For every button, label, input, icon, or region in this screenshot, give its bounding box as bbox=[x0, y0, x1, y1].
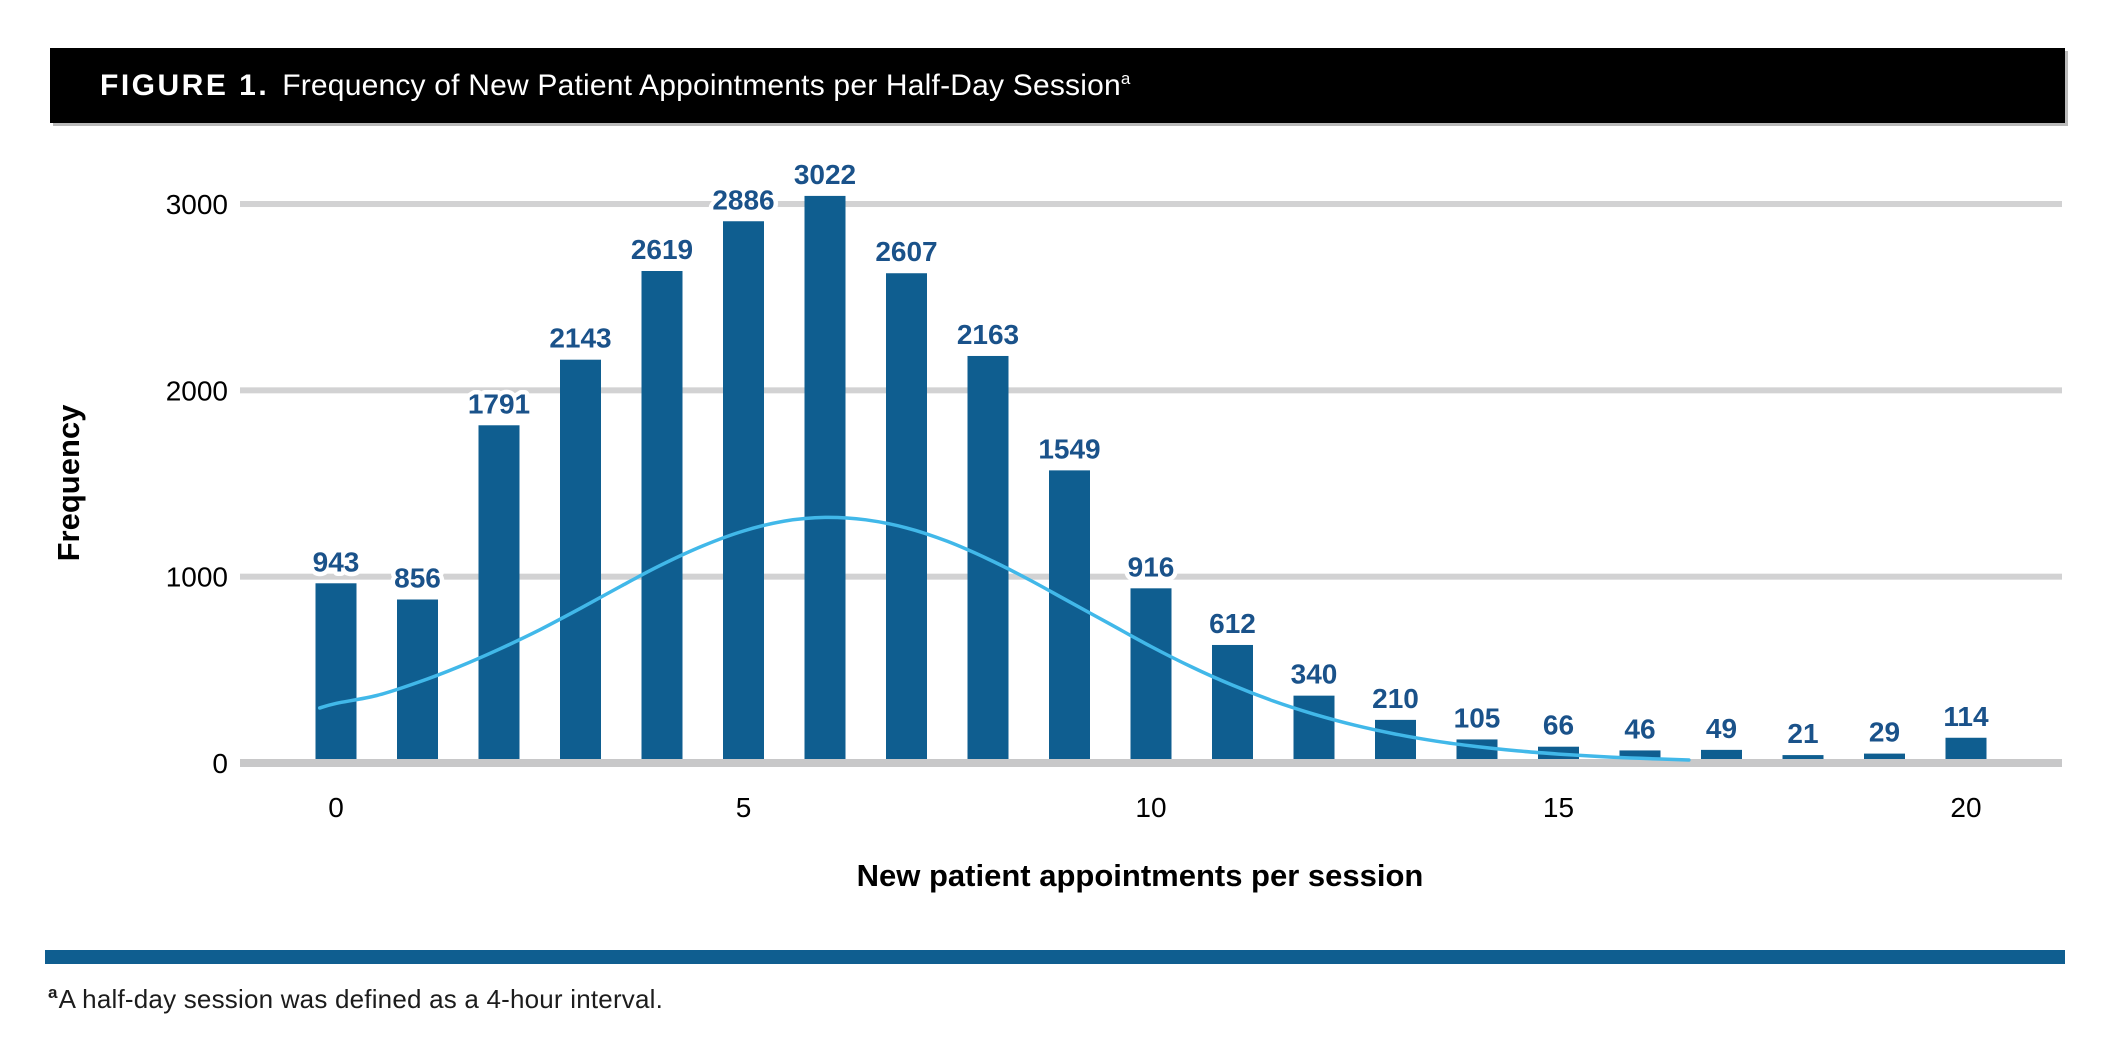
gridline bbox=[240, 201, 2062, 208]
figure-title-text: Frequency of New Patient Appointments pe… bbox=[282, 68, 1121, 102]
bar bbox=[1945, 737, 1987, 759]
bar bbox=[1375, 719, 1416, 759]
bar-value-label: 105 bbox=[1454, 702, 1501, 733]
y-tick-label: 0 bbox=[212, 748, 228, 779]
footnote: aA half-day session was defined as a 4-h… bbox=[48, 984, 663, 1015]
bar-value-label: 2886 bbox=[712, 184, 774, 215]
bar bbox=[641, 271, 683, 759]
x-tick-label: 0 bbox=[328, 792, 344, 823]
bar bbox=[315, 583, 357, 759]
footnote-marker: a bbox=[48, 983, 58, 1003]
bar-value-label: 49 bbox=[1706, 713, 1737, 744]
bar bbox=[1864, 753, 1905, 759]
bar bbox=[1049, 470, 1090, 759]
bar-value-label: 114 bbox=[1943, 701, 1989, 732]
x-axis-baseline bbox=[240, 759, 2062, 767]
bar-value-label: 66 bbox=[1543, 710, 1574, 741]
x-tick-label: 5 bbox=[736, 792, 752, 823]
bar bbox=[1782, 755, 1824, 759]
footnote-text: A half-day session was defined as a 4-ho… bbox=[58, 984, 664, 1014]
bar-value-label: 2163 bbox=[957, 319, 1019, 350]
footer-rule bbox=[45, 950, 2065, 964]
bar bbox=[1701, 749, 1742, 759]
bar-value-label: 21 bbox=[1787, 718, 1818, 749]
bar-value-label: 856 bbox=[394, 563, 441, 594]
gridline bbox=[240, 387, 2062, 394]
bar-value-label: 3022 bbox=[794, 159, 856, 190]
normal-curve bbox=[317, 515, 1691, 762]
x-axis-title: New patient appointments per session bbox=[856, 858, 1424, 893]
bar bbox=[397, 599, 438, 759]
gridline bbox=[240, 573, 2062, 580]
x-tick-label: 15 bbox=[1543, 792, 1574, 823]
bar-value-label: 943 bbox=[313, 546, 360, 577]
bar bbox=[478, 425, 520, 759]
x-tick-label: 20 bbox=[1950, 792, 1981, 823]
bar bbox=[804, 195, 846, 759]
y-tick-label: 3000 bbox=[166, 189, 228, 220]
bar bbox=[723, 221, 764, 760]
figure-number-label: FIGURE 1. bbox=[100, 68, 270, 102]
bar bbox=[1130, 588, 1172, 759]
bar bbox=[1212, 644, 1253, 759]
bar-value-label: 916 bbox=[1128, 551, 1175, 582]
bar bbox=[1293, 695, 1335, 759]
figure-title: Frequency of New Patient Appointments pe… bbox=[282, 69, 1130, 103]
y-tick-label: 2000 bbox=[166, 375, 228, 406]
bar bbox=[560, 359, 601, 759]
bar-value-label: 1791 bbox=[468, 388, 530, 419]
bar-value-label: 29 bbox=[1869, 717, 1900, 748]
bar-value-label: 210 bbox=[1372, 683, 1419, 714]
figure-title-superscript: a bbox=[1120, 68, 1131, 88]
bar bbox=[886, 273, 927, 759]
figure-title-bar: FIGURE 1. Frequency of New Patient Appoi… bbox=[50, 48, 2065, 123]
bar-value-label: 612 bbox=[1209, 608, 1256, 639]
bar bbox=[1619, 750, 1661, 759]
bar-value-label: 1549 bbox=[1038, 433, 1100, 464]
bar-value-label: 2619 bbox=[631, 234, 693, 265]
bar-value-label: 2143 bbox=[549, 323, 611, 354]
bar-value-label: 46 bbox=[1624, 713, 1655, 744]
y-tick-label: 1000 bbox=[166, 562, 228, 593]
x-tick-label: 10 bbox=[1135, 792, 1166, 823]
bar-value-label: 340 bbox=[1291, 659, 1338, 690]
bar-value-label: 2607 bbox=[875, 236, 937, 267]
